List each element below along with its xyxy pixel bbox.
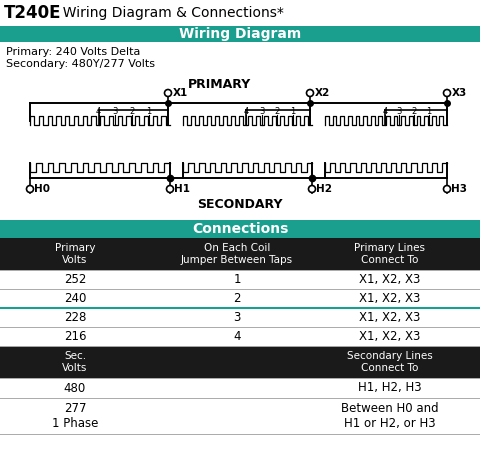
Text: 1: 1 (290, 106, 295, 115)
Text: Connections: Connections (192, 222, 288, 236)
Text: H3: H3 (451, 184, 467, 194)
Text: 3: 3 (259, 106, 264, 115)
Text: Secondary: 480Y/277 Volts: Secondary: 480Y/277 Volts (6, 59, 155, 69)
Text: 216: 216 (64, 330, 86, 343)
Circle shape (307, 89, 313, 96)
Text: PRIMARY: PRIMARY (188, 79, 251, 92)
Text: X1, X2, X3: X1, X2, X3 (360, 311, 420, 324)
Circle shape (444, 89, 451, 96)
Text: Primary Lines
Connect To: Primary Lines Connect To (355, 243, 425, 265)
Text: 1: 1 (146, 106, 152, 115)
Text: Primary: 240 Volts Delta: Primary: 240 Volts Delta (6, 47, 140, 57)
Text: 4: 4 (243, 106, 249, 115)
Text: X2: X2 (315, 88, 330, 98)
Text: H0: H0 (34, 184, 50, 194)
Text: 2: 2 (411, 106, 417, 115)
Circle shape (444, 186, 451, 193)
Text: X3: X3 (452, 88, 467, 98)
Circle shape (167, 186, 173, 193)
Text: X1: X1 (173, 88, 188, 98)
Text: On Each Coil
Jumper Between Taps: On Each Coil Jumper Between Taps (181, 243, 293, 265)
Text: 277
1 Phase: 277 1 Phase (52, 402, 98, 430)
Text: 2: 2 (233, 292, 241, 305)
Text: 3: 3 (233, 311, 240, 324)
Text: 4: 4 (96, 106, 101, 115)
Text: Sec.
Volts: Sec. Volts (62, 351, 88, 373)
Bar (0, 220, 480, 238)
Bar (0, 26, 480, 42)
Text: T240E: T240E (4, 4, 61, 22)
Text: 240: 240 (64, 292, 86, 305)
Text: H2: H2 (316, 184, 332, 194)
Text: 3: 3 (113, 106, 118, 115)
Text: 1: 1 (426, 106, 432, 115)
Text: Wiring Diagram & Connections*: Wiring Diagram & Connections* (54, 6, 284, 20)
Text: H1, H2, H3: H1, H2, H3 (358, 382, 422, 394)
Circle shape (26, 186, 34, 193)
Circle shape (309, 186, 315, 193)
Text: Between H0 and
H1 or H2, or H3: Between H0 and H1 or H2, or H3 (341, 402, 439, 430)
Text: 2: 2 (130, 106, 135, 115)
Text: 4: 4 (382, 106, 387, 115)
Text: H1: H1 (174, 184, 190, 194)
Text: 3: 3 (397, 106, 402, 115)
Circle shape (165, 89, 171, 96)
Text: 480: 480 (64, 382, 86, 394)
Text: X1, X2, X3: X1, X2, X3 (360, 273, 420, 286)
Text: Primary
Volts: Primary Volts (55, 243, 95, 265)
Text: SECONDARY: SECONDARY (197, 199, 283, 212)
Text: X1, X2, X3: X1, X2, X3 (360, 292, 420, 305)
Text: 4: 4 (233, 330, 241, 343)
Text: X1, X2, X3: X1, X2, X3 (360, 330, 420, 343)
Bar (0, 346, 480, 378)
Text: 1: 1 (233, 273, 241, 286)
Text: 228: 228 (64, 311, 86, 324)
Bar (0, 238, 480, 270)
Text: Secondary Lines
Connect To: Secondary Lines Connect To (347, 351, 433, 373)
Text: 252: 252 (64, 273, 86, 286)
Text: Wiring Diagram: Wiring Diagram (179, 27, 301, 41)
Text: 2: 2 (275, 106, 280, 115)
